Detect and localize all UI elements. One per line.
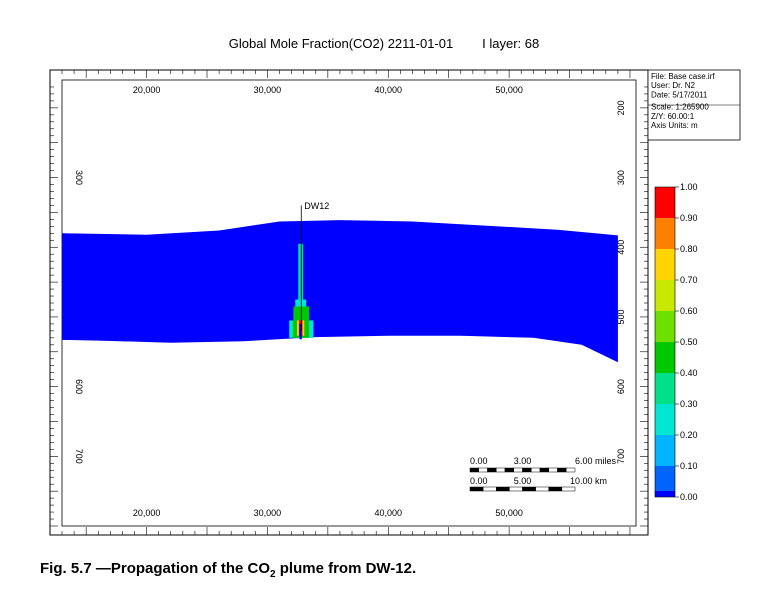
x-tick-label-bottom: 40,000 (375, 508, 403, 518)
colorbar-segment (655, 435, 675, 466)
scale-bar-segment (561, 486, 576, 492)
colorbar-label: 0.50 (680, 337, 698, 347)
x-tick-label-top: 20,000 (133, 85, 161, 95)
caption-sub: 2 (270, 569, 276, 580)
plume-cell (299, 323, 302, 340)
scale-bar-segment (496, 486, 510, 492)
caption-prefix: Fig. 5.7 —Propagation of the CO (40, 560, 271, 577)
scale-bar-segment (496, 467, 506, 473)
y-tick-label-left: 600 (74, 379, 84, 394)
scale-bar-segment (522, 486, 536, 492)
colorbar-label: 0.90 (680, 213, 698, 223)
figure-caption: Fig. 5.7 —Propagation of the CO2 plume f… (40, 560, 416, 580)
info-line: Axis Units: m (651, 121, 698, 130)
colorbar-label: 1.00 (680, 182, 698, 192)
colorbar-segment (655, 342, 675, 373)
colorbar-segment (655, 491, 675, 497)
scale-bar-segment (566, 467, 576, 473)
scale-bar-segment (478, 467, 488, 473)
colorbar-label: 0.30 (680, 399, 698, 409)
plot-frame (49, 69, 649, 536)
scale-bar-segment (504, 467, 514, 473)
colorbar-segment (655, 218, 675, 249)
scale-bar-segment (487, 467, 497, 473)
y-tick-label-left: 700 (74, 449, 84, 464)
colorbar-label: 0.40 (680, 368, 698, 378)
scale-label-miles: 6.00 miles (575, 456, 617, 466)
colorbar-label: 0.20 (680, 430, 698, 440)
x-tick-label-top: 40,000 (375, 85, 403, 95)
colorbar-segment (655, 466, 675, 497)
chart-title: Global Mole Fraction(CO2) 2211-01-01 I l… (0, 36, 768, 51)
scale-bar-segment (509, 486, 523, 492)
x-tick-label-bottom: 20,000 (133, 508, 161, 518)
colorbar-segment (655, 280, 675, 311)
y-tick-label-right: 600 (616, 379, 626, 394)
scale-bar-segment (539, 467, 549, 473)
x-tick-label-bottom: 30,000 (254, 508, 282, 518)
colorbar-segment (655, 311, 675, 342)
y-tick-label-right: 200 (616, 100, 626, 115)
layer-label: I layer: 68 (482, 36, 540, 51)
plume-cell (298, 243, 304, 300)
scale-bar-segment (531, 467, 541, 473)
colorbar-label: 0.10 (680, 461, 698, 471)
scale-bar-segment (522, 467, 532, 473)
info-line: Z/Y: 60.00:1 (651, 112, 695, 121)
colorbar-label: 0.80 (680, 244, 698, 254)
colorbar-segment (655, 404, 675, 435)
title-text: Global Mole Fraction(CO2) 2211-01-01 (228, 36, 454, 51)
scale-bar-segment (557, 467, 567, 473)
scale-label-km: 5.00 (514, 476, 532, 486)
colorbar-segment (655, 187, 675, 218)
y-tick-label-right: 700 (616, 449, 626, 464)
reservoir-body (62, 220, 618, 363)
scale-bar-segment (469, 486, 484, 492)
info-line: File: Base case.irf (651, 72, 715, 81)
caption-suffix: plume from DW-12. (275, 560, 417, 577)
info-line: Scale: 1:265900 (651, 103, 709, 112)
x-tick-label-top: 30,000 (254, 85, 282, 95)
x-tick-label-top: 50,000 (495, 85, 523, 95)
scale-bar-segment (469, 467, 479, 473)
scale-label-miles: 3.00 (514, 456, 532, 466)
plume-cell (295, 299, 307, 307)
y-tick-label-left: 300 (74, 170, 84, 185)
colorbar-label: 0.60 (680, 306, 698, 316)
colorbar-label: 0.70 (680, 275, 698, 285)
scale-label-km: 0.00 (470, 476, 488, 486)
y-tick-label-right: 400 (616, 240, 626, 255)
colorbar-segment (655, 373, 675, 404)
scale-bar-segment (513, 467, 523, 473)
scale-bar-segment (535, 486, 549, 492)
scale-bar-segment (482, 486, 497, 492)
info-line: User: Dr. N2 (651, 81, 696, 90)
info-line: Date: 5/17/2011 (651, 90, 708, 99)
y-tick-label-right: 500 (616, 309, 626, 324)
y-tick-label-right: 300 (616, 170, 626, 185)
colorbar-segment (655, 249, 675, 280)
well-label: DW12 (304, 201, 329, 211)
scale-label-km: 10.00 km (570, 476, 607, 486)
scale-bar-segment (548, 467, 558, 473)
colorbar-label: 0.00 (680, 492, 698, 502)
x-tick-label-bottom: 50,000 (495, 508, 523, 518)
scale-label-miles: 0.00 (470, 456, 488, 466)
scale-bar-segment (548, 486, 563, 492)
